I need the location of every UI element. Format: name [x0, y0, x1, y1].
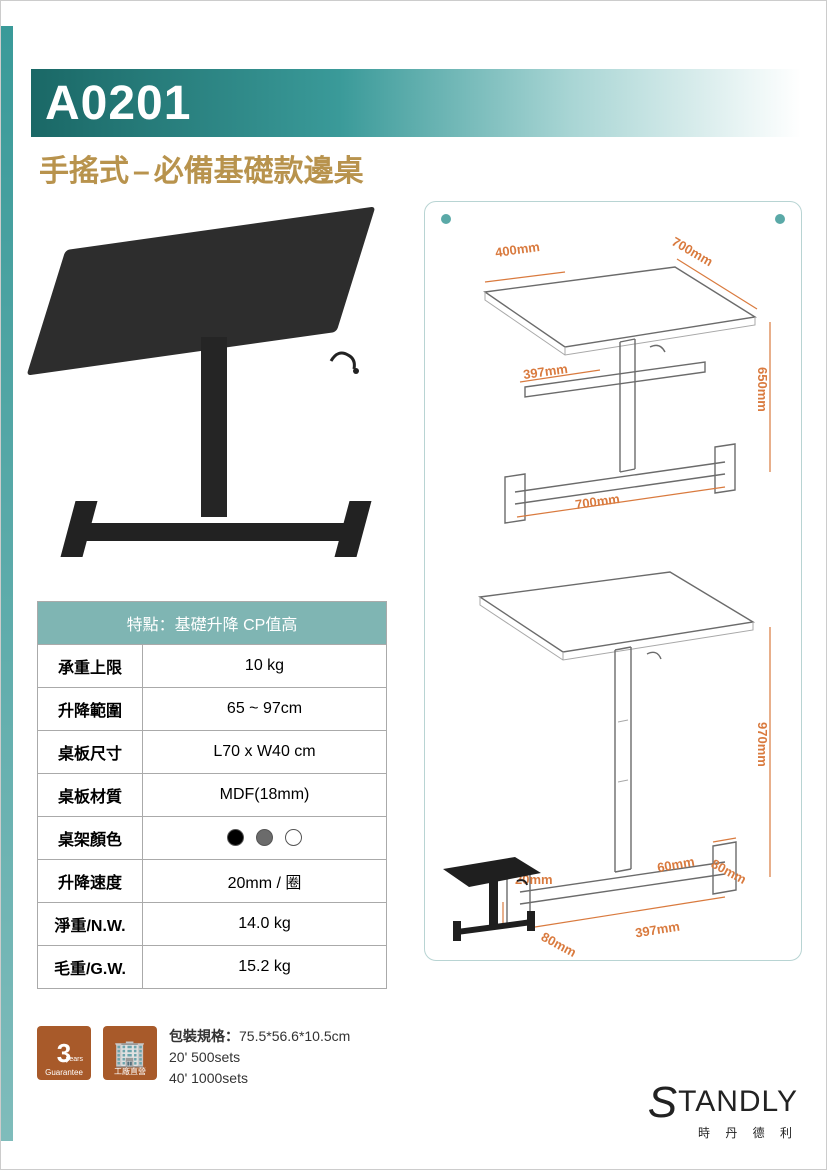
table-row: 淨重/N.W.14.0 kg	[38, 903, 387, 946]
table-row: 承重上限10 kg	[38, 645, 387, 688]
mini-silhouette	[437, 851, 547, 946]
guarantee-label: Guarantee	[45, 1068, 83, 1077]
spec-label: 承重上限	[38, 645, 143, 688]
spec-value: MDF(18mm)	[143, 774, 387, 817]
spec-label: 毛重/G.W.	[38, 946, 143, 989]
spec-label: 桌板材質	[38, 774, 143, 817]
packing-info: 包裝規格：75.5*56.6*10.5cm 20' 500sets 40' 10…	[169, 1026, 350, 1089]
guarantee-badge: 3 years Guarantee	[37, 1026, 91, 1080]
dimension-diagram-panel: 400mm 700mm 650mm 397mm 700mm 970mm 20mm…	[424, 201, 802, 961]
spec-label: 淨重/N.W.	[38, 903, 143, 946]
spec-value: 10 kg	[143, 645, 387, 688]
spec-value: L70 x W40 cm	[143, 731, 387, 774]
spec-header: 特點：基礎升降 CP值高	[38, 602, 387, 645]
model-number: A0201	[45, 76, 191, 131]
swatch-black	[227, 829, 244, 846]
product-photo	[36, 211, 391, 571]
table-row: 毛重/G.W.15.2 kg	[38, 946, 387, 989]
spec-label: 升降速度	[38, 860, 143, 903]
brand-logo: STANDLY 時 丹 德 利	[648, 1072, 798, 1141]
brand-name: STANDLY	[648, 1072, 798, 1122]
building-icon: 🏢	[114, 1038, 146, 1069]
swatch-white	[285, 829, 302, 846]
spec-value: 20mm / 圈	[143, 860, 387, 903]
header-band: A0201	[31, 69, 801, 137]
guarantee-unit: years	[66, 1056, 83, 1063]
table-row: 升降範圍65 ~ 97cm	[38, 688, 387, 731]
footer-row: 3 years Guarantee 🏢 工廠直營 包裝規格：75.5*56.6*…	[37, 1026, 350, 1089]
factory-badge: 🏢 工廠直營	[103, 1026, 157, 1080]
table-row: 桌架顏色	[38, 817, 387, 860]
product-subtitle: 手搖式–必備基礎款邊桌	[39, 146, 364, 190]
spec-label: 升降範圍	[38, 688, 143, 731]
spec-label: 桌架顏色	[38, 817, 143, 860]
subtitle-suffix: 必備基礎款邊桌	[154, 155, 364, 188]
container-20: 20' 500sets	[169, 1047, 350, 1068]
subtitle-dash: –	[133, 155, 150, 188]
table-row: 升降速度20mm / 圈	[38, 860, 387, 903]
spec-table: 特點：基礎升降 CP值高 承重上限10 kg 升降範圍65 ~ 97cm 桌板尺…	[37, 601, 387, 989]
left-accent-bar	[1, 26, 13, 1141]
spec-value: 15.2 kg	[143, 946, 387, 989]
spec-value: 65 ~ 97cm	[143, 688, 387, 731]
table-row: 桌板材質MDF(18mm)	[38, 774, 387, 817]
spec-label: 桌板尺寸	[38, 731, 143, 774]
container-40: 40' 1000sets	[169, 1068, 350, 1089]
factory-label: 工廠直營	[114, 1066, 146, 1077]
dim-height-970: 970mm	[755, 722, 770, 767]
subtitle-prefix: 手搖式	[39, 155, 129, 188]
spec-value: 14.0 kg	[143, 903, 387, 946]
table-row: 桌板尺寸L70 x W40 cm	[38, 731, 387, 774]
dim-height-650: 650mm	[755, 367, 770, 412]
spec-color-swatches	[143, 817, 387, 860]
packing-dims: 75.5*56.6*10.5cm	[239, 1028, 350, 1044]
packing-label: 包裝規格：	[169, 1028, 239, 1044]
swatch-grey	[256, 829, 273, 846]
